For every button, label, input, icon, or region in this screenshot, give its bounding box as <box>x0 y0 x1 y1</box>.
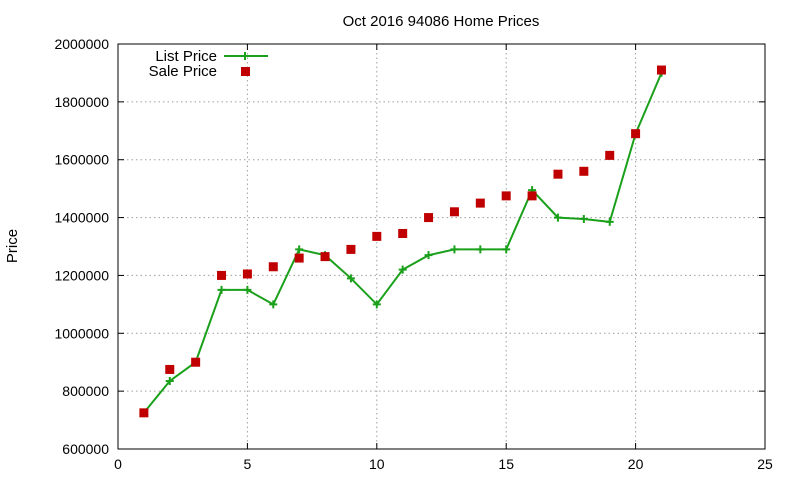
list-price-point <box>502 245 511 254</box>
legend-label-list-price: List Price <box>155 48 217 65</box>
legend-marker-list-price <box>241 52 249 60</box>
sale-price-point <box>268 262 278 272</box>
list-price-line <box>143 72 663 414</box>
sale-price-point <box>553 169 563 179</box>
y-tick-label: 1000000 <box>54 325 109 341</box>
legend: List Price Sale Price <box>149 48 268 80</box>
y-axis-label: Price <box>4 229 21 263</box>
sale-price-point <box>631 129 641 139</box>
x-tick-label: 15 <box>498 456 514 472</box>
list-price-point <box>372 300 381 309</box>
y-tick-label: 600000 <box>62 441 109 457</box>
x-tick-label: 5 <box>244 456 252 472</box>
y-tick-label: 1600000 <box>54 152 109 168</box>
sale-price-point <box>139 408 149 418</box>
list-price-point <box>450 245 459 254</box>
list-price-point <box>269 300 278 309</box>
x-tick-label: 10 <box>369 456 385 472</box>
sale-price-point <box>320 252 330 262</box>
sale-price-point <box>294 253 304 263</box>
sale-price-point <box>372 231 382 241</box>
y-tick-label: 2000000 <box>54 36 109 52</box>
list-price-point <box>217 285 226 294</box>
list-price-point <box>579 215 588 224</box>
sale-price-point <box>475 198 485 208</box>
axis-ticks: 0 5 10 15 20 25 600000 800000 1000000 1200000 1400… <box>54 36 773 472</box>
series-list-price <box>139 68 666 417</box>
grid-lines <box>118 44 765 449</box>
list-price-point <box>424 251 433 260</box>
sale-price-point <box>346 244 356 254</box>
plot-border <box>117 43 766 450</box>
sale-price-point <box>605 150 615 160</box>
legend-marker-sale-price <box>241 67 250 76</box>
sale-price-point <box>527 191 537 201</box>
sale-price-point <box>165 364 175 374</box>
sale-price-point <box>656 65 666 75</box>
list-price-point <box>295 245 304 254</box>
list-price-point <box>346 274 355 283</box>
sale-price-point <box>501 191 511 201</box>
list-price-point <box>165 377 174 386</box>
list-price-point <box>605 217 614 226</box>
sale-price-point <box>424 213 434 223</box>
x-tick-label: 0 <box>114 456 122 472</box>
sale-price-point <box>242 269 252 279</box>
series-sale-price <box>139 65 666 418</box>
chart-title: Oct 2016 94086 Home Prices <box>343 13 540 30</box>
series <box>139 65 666 418</box>
sale-price-point <box>398 228 408 238</box>
legend-label-sale-price: Sale Price <box>149 63 217 80</box>
x-tick-label: 25 <box>757 456 773 472</box>
y-tick-label: 1800000 <box>54 94 109 110</box>
list-price-point <box>553 213 562 222</box>
sale-price-point <box>217 270 227 280</box>
sale-price-point <box>191 357 201 367</box>
list-price-point <box>243 285 252 294</box>
y-tick-label: 1200000 <box>54 267 109 283</box>
x-tick-label: 20 <box>628 456 644 472</box>
list-price-point <box>398 265 407 274</box>
sale-price-point <box>579 166 589 176</box>
sale-price-point <box>449 207 459 217</box>
y-tick-label: 800000 <box>62 383 109 399</box>
list-price-point <box>476 245 485 254</box>
y-tick-label: 1400000 <box>54 210 109 226</box>
